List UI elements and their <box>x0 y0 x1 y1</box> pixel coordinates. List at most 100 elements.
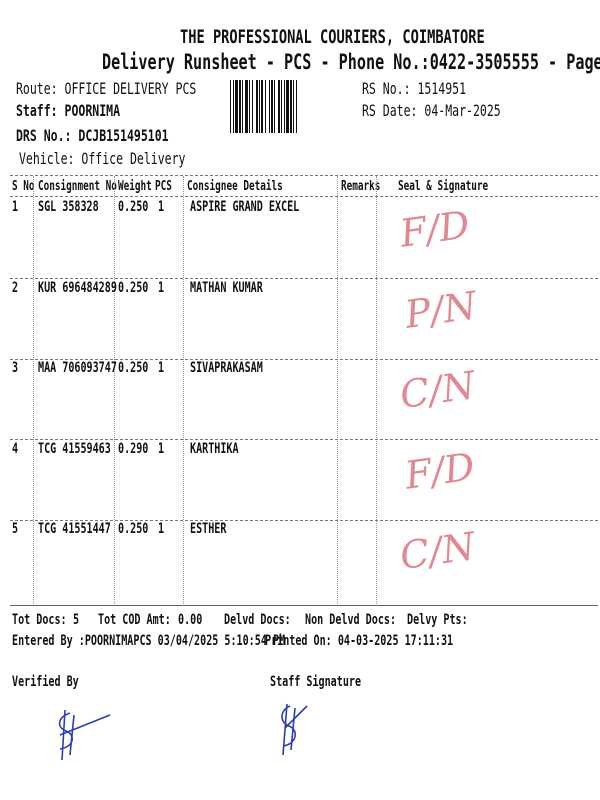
cell-consignment: MAA 706093747 <box>38 360 117 376</box>
cell-consignee: MATHAN KUMAR <box>190 279 263 296</box>
barcode-bar <box>250 80 252 133</box>
barcode-bar <box>239 80 241 133</box>
cell-consignment: TCG 41559463 <box>38 440 111 457</box>
barcode-bar <box>284 80 285 133</box>
tot-cod-label: Tot COD Amt: <box>98 612 171 628</box>
barcode-bar <box>278 80 280 133</box>
staff-signature <box>281 703 308 756</box>
cell-consignment: KUR 696484289 <box>38 279 117 296</box>
barcode-bar <box>234 80 235 133</box>
verified-signature <box>58 709 111 761</box>
rs-number: RS No.: 1514951 <box>362 79 467 98</box>
tot-cod: 0.00 <box>178 612 203 628</box>
barcode-bar <box>235 80 238 133</box>
column-line <box>376 176 377 606</box>
staff-signature-label: Staff Signature <box>270 674 362 690</box>
barcode-bar <box>296 80 297 133</box>
cell-consignment: TCG 41551447 <box>38 521 111 537</box>
barcode-bar <box>289 80 290 133</box>
barcode-bar <box>292 80 293 133</box>
cell-consignee: KARTHIKA <box>190 440 239 457</box>
column-line <box>114 176 115 606</box>
delvd-docs-label: Delvd Docs: <box>224 612 291 628</box>
cell-consignee: SIVAPRAKASAM <box>190 360 263 376</box>
cell-sno: 4 <box>12 440 19 457</box>
barcode-bar <box>260 80 261 133</box>
verified-by-label: Verified By <box>12 674 79 690</box>
non-delvd-docs-label: Non Delvd Docs: <box>305 612 397 628</box>
barcode-bar <box>285 80 286 133</box>
col-pcs: PCS <box>155 179 172 194</box>
staff: Staff: POORNIMA <box>16 101 121 120</box>
entered-by: Entered By :POORNIMAPCS 03/04/2025 5:10:… <box>12 633 286 649</box>
cell-pcs: 1 <box>158 360 165 376</box>
tot-docs-label: Tot Docs: <box>12 612 67 628</box>
company-title: THE PROFESSIONAL COURIERS, COIMBATORE <box>180 26 485 48</box>
col-remarks: Remarks <box>341 179 381 194</box>
delvy-pts-label: Delvy Pts: <box>407 612 468 628</box>
barcode-bar <box>253 80 256 133</box>
cell-weight: 0.250 <box>118 279 149 296</box>
seal-mark: F/D <box>402 443 478 498</box>
barcode-bar <box>233 80 234 133</box>
column-line <box>33 176 34 606</box>
barcode-bar <box>294 80 296 133</box>
cell-sno: 3 <box>12 360 19 376</box>
divider <box>10 605 598 606</box>
col-weight: Weight <box>118 179 152 194</box>
seal-mark: P/N <box>402 282 480 337</box>
barcode-bar <box>258 80 259 133</box>
seal-mark: F/D <box>397 202 473 256</box>
barcode-bar <box>242 80 243 133</box>
seal-mark: C/N <box>397 362 478 418</box>
cell-weight: 0.250 <box>118 360 149 376</box>
barcode-bar <box>230 80 231 133</box>
barcode-bar <box>243 80 245 133</box>
barcode-bar <box>286 80 289 133</box>
barcode-bar <box>270 80 271 133</box>
col-consignee: Consignee Details <box>187 179 283 194</box>
barcode-bar <box>297 80 298 133</box>
cell-weight: 0.290 <box>118 440 149 457</box>
divider <box>10 196 598 197</box>
barcode-bar <box>261 80 263 133</box>
runsheet-subtitle: Delivery Runsheet - PCS - Phone No.:0422… <box>102 50 600 74</box>
barcode-bar <box>274 80 275 133</box>
printed-on: Printed On: 04-03-2025 17:11:31 <box>265 633 454 649</box>
barcode-bar <box>282 80 284 133</box>
vehicle: Vehicle: Office Delivery <box>19 149 186 168</box>
barcode-bar <box>241 80 242 133</box>
col-sno: S No <box>12 179 35 194</box>
barcode-bar <box>249 80 250 133</box>
drs-number: DRS No.: DCJB151495101 <box>16 126 169 145</box>
barcode <box>230 80 355 133</box>
barcode-bar <box>259 80 260 133</box>
barcode-bar <box>252 80 253 133</box>
cell-consignment: SGL 358328 <box>38 199 99 215</box>
route: Route: OFFICE DELIVERY PCS <box>16 79 197 98</box>
row-divider <box>10 439 598 440</box>
cell-weight: 0.250 <box>118 199 149 215</box>
rs-date: RS Date: 04-Mar-2025 <box>362 101 501 120</box>
barcode-bar <box>248 80 249 133</box>
cell-sno: 2 <box>12 279 19 296</box>
barcode-bar <box>238 80 239 133</box>
barcode-bar <box>266 80 269 133</box>
barcode-bar <box>281 80 282 133</box>
barcode-bar <box>245 80 248 133</box>
barcode-bar <box>231 80 233 133</box>
cell-sno: 5 <box>12 521 19 537</box>
cell-consignee: ASPIRE GRAND EXCEL <box>190 199 300 215</box>
cell-sno: 1 <box>12 199 19 215</box>
cell-weight: 0.250 <box>118 521 149 537</box>
row-divider <box>10 519 598 521</box>
column-line <box>337 176 338 606</box>
barcode-bar <box>293 80 294 133</box>
column-line <box>183 176 184 606</box>
barcode-bar <box>265 80 266 133</box>
cell-pcs: 1 <box>158 521 165 537</box>
barcode-bar <box>275 80 278 133</box>
row-divider <box>10 358 598 360</box>
barcode-bar <box>290 80 292 133</box>
